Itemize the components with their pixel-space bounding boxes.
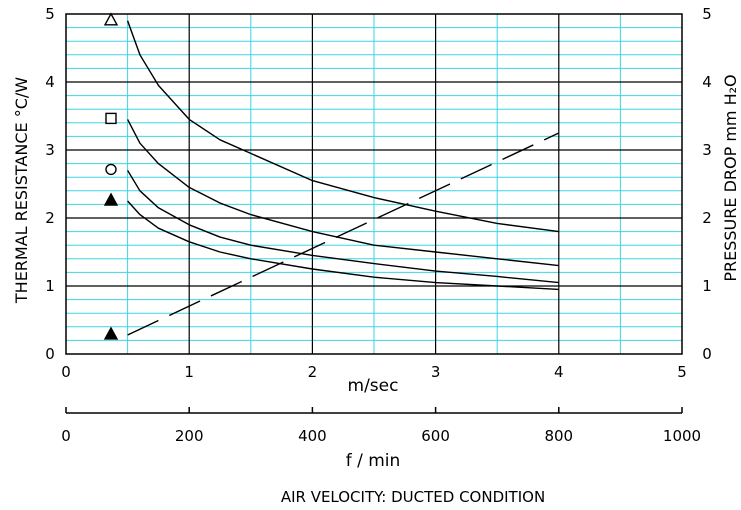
chart-caption: AIR VELOCITY: DUCTED CONDITION: [281, 488, 545, 506]
y-axis-left-label: THERMAL RESISTANCE °C/W: [12, 77, 31, 304]
x-tick-label: 1: [184, 363, 194, 381]
y2-tick-label: 2: [702, 209, 712, 227]
x-tick-label: 3: [431, 363, 441, 381]
x-axis-label: m/sec: [348, 376, 399, 396]
x2-tick-label: 0: [61, 427, 71, 445]
legend-marker-triangle-filled: [103, 326, 119, 340]
grid: [66, 14, 682, 354]
x-tick-label: 2: [308, 363, 318, 381]
series-line-triangle-filled: [127, 132, 560, 336]
plot-frame: [65, 13, 683, 355]
legend-marker-triangle-filled: [103, 192, 119, 206]
x2-tick-label: 800: [544, 427, 573, 445]
x-tick-label: 4: [554, 363, 564, 381]
x-tick-label: 5: [677, 363, 687, 381]
y2-tick-label: 0: [702, 345, 712, 363]
y2-tick-label: 1: [702, 277, 712, 295]
x2-axis-label: f / min: [346, 451, 401, 471]
legend-marker-triangle-open: [103, 12, 119, 26]
series-lines: [126, 20, 560, 336]
y2-tick-label: 3: [702, 141, 712, 159]
x2-tick-label: 600: [421, 427, 450, 445]
y-tick-label: 3: [45, 141, 55, 159]
series-line-circle-open: [127, 170, 559, 284]
y2-tick-label: 4: [702, 73, 712, 91]
y-tick-label: 0: [45, 345, 55, 363]
series-line-triangle-filled: [127, 200, 559, 291]
x-tick-label: 0: [61, 363, 71, 381]
y2-tick-label: 5: [702, 5, 712, 23]
legend-marker-square-open: [105, 112, 117, 125]
y-axis-right-label: PRESSURE DROP mm H₂O: [721, 74, 740, 281]
series-line-triangle-open: [126, 20, 559, 233]
y-tick-label: 2: [45, 209, 55, 227]
axes: [65, 13, 683, 414]
series-line-square-open: [126, 119, 559, 267]
y-tick-label: 1: [45, 277, 55, 295]
x2-tick-label: 400: [298, 427, 327, 445]
series-markers: [103, 12, 119, 340]
legend-marker-circle-open: [105, 163, 117, 176]
y-tick-label: 4: [45, 73, 55, 91]
x2-tick-label: 1000: [663, 427, 701, 445]
y-tick-label: 5: [45, 5, 55, 23]
x2-tick-label: 200: [175, 427, 204, 445]
